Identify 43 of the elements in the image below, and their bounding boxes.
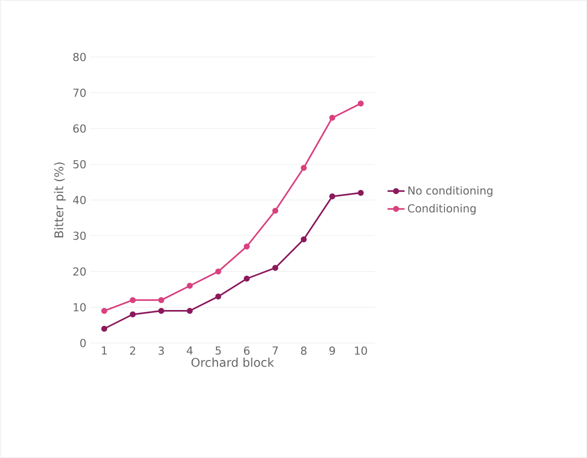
- point: [158, 297, 164, 304]
- point: [272, 264, 278, 271]
- y-tick-label: 30: [73, 232, 86, 240]
- x-tick-label: 8: [301, 346, 306, 355]
- y-tick-label: 70: [73, 88, 86, 97]
- point: [101, 308, 108, 314]
- point: [329, 193, 336, 200]
- x-tick-label: 2: [130, 346, 136, 355]
- point: [329, 114, 336, 121]
- point: [186, 308, 193, 314]
- x-tick-label: 5: [216, 346, 221, 355]
- point: [358, 100, 364, 106]
- point: [244, 243, 250, 250]
- y-tick-label: 10: [74, 303, 86, 312]
- x-tick-label: 6: [244, 346, 250, 355]
- x-tick-label: 7: [272, 346, 278, 355]
- y-tick-label: 50: [73, 160, 86, 168]
- point: [300, 164, 307, 171]
- y-axis-title: Bitter pit (%): [54, 162, 66, 238]
- legend-label: No conditioning: [408, 186, 492, 197]
- y-tick-label: 20: [73, 267, 86, 276]
- x-tick-label: 1: [102, 346, 107, 355]
- point: [358, 190, 364, 196]
- y-tick-label: 80: [73, 52, 86, 62]
- point: [186, 282, 193, 289]
- x-tick-label: 4: [186, 346, 193, 355]
- point: [158, 308, 164, 314]
- x-tick-label: 10: [354, 346, 367, 355]
- point: [215, 294, 222, 300]
- point: [300, 236, 307, 242]
- y-tick-label: 0: [80, 338, 86, 348]
- y-tick-label: 40: [73, 196, 86, 204]
- point: [244, 276, 250, 282]
- x-tick-label: 3: [158, 346, 164, 355]
- point: [130, 297, 136, 304]
- point: [130, 311, 136, 318]
- x-axis-title: Orchard block: [192, 358, 274, 367]
- point: [101, 326, 108, 332]
- y-tick-label: 60: [73, 124, 86, 133]
- legend-label: Conditioning: [408, 204, 476, 215]
- x-tick-label: 9: [329, 346, 335, 355]
- point: [215, 268, 222, 274]
- point: [272, 208, 278, 214]
